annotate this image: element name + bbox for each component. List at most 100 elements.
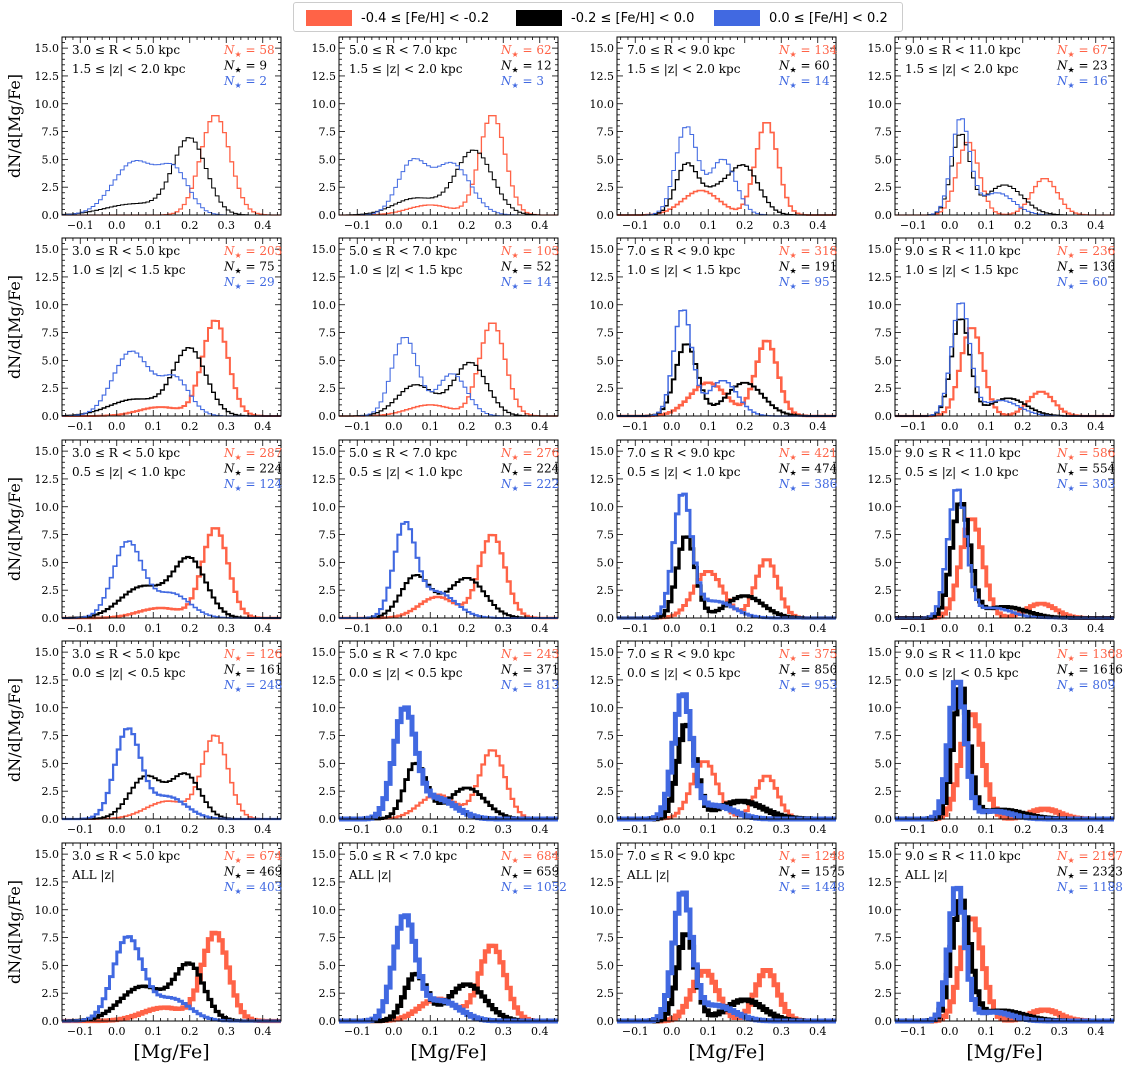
x-tick-label: 0.4: [1087, 622, 1105, 635]
r-bin-label: 3.0 ≤ R < 5.0 kpc: [72, 43, 180, 57]
r-bin-label: 3.0 ≤ R < 5.0 kpc: [72, 244, 180, 258]
x-tick-label: 0.2: [1014, 1025, 1032, 1038]
histogram-panel: −0.1 0.0 0.1 0.2 0.3 0.4 0.0 2.5 5.0 7.5 10.0 12.5 1…: [590, 36, 838, 232]
x-tick-label: 0.0: [663, 1025, 681, 1038]
star-count-blue: N★ = 813: [500, 678, 559, 694]
y-tick-label: 7.5: [875, 529, 893, 542]
histogram-red: [895, 712, 1114, 822]
y-tick-label: 10.0: [868, 98, 893, 111]
star-count-black: N★ = 474: [778, 462, 838, 478]
x-axis-label: [Mg/Fe]: [410, 1041, 486, 1063]
y-tick-label: 10.0: [590, 501, 615, 514]
y-tick-label: 0.0: [42, 612, 60, 625]
z-bin-label: 0.5 ≤ |z| < 1.0 kpc: [72, 465, 186, 479]
x-tick-label: 0.3: [773, 622, 791, 635]
y-tick-label: 0.0: [42, 209, 60, 222]
y-tick-label: 12.5: [590, 473, 615, 486]
x-tick-label: 0.1: [978, 622, 996, 635]
histogram-red: [62, 930, 281, 1024]
x-tick-label: 0.4: [809, 219, 827, 232]
x-tick-label: 0.1: [700, 823, 718, 836]
x-tick-label: −0.1: [622, 1025, 649, 1038]
y-tick-label: 0.0: [875, 410, 893, 423]
y-tick-label: 12.5: [590, 271, 615, 284]
x-tick-label: 0.1: [422, 420, 440, 433]
x-tick-label: 0.3: [218, 622, 236, 635]
y-tick-label: 10.0: [590, 299, 615, 312]
x-tick-label: 0.4: [254, 823, 272, 836]
star-count-red: N★ = 203: [223, 244, 282, 260]
y-axis-label: dN/d[Mg/Fe]: [5, 880, 24, 984]
histogram-blue: [339, 913, 558, 1024]
star-count-blue: N★ = 953: [778, 678, 837, 694]
histogram-black: [895, 502, 1114, 620]
x-tick-label: 0.3: [1051, 622, 1069, 635]
x-tick-label: 0.3: [218, 1025, 236, 1038]
star-count-black: N★ = 52: [500, 260, 552, 276]
star-count-black: N★ = 12: [500, 59, 552, 75]
y-tick-label: 5.0: [597, 354, 615, 367]
y-tick-label: 12.5: [590, 70, 615, 83]
histogram-black: [895, 686, 1114, 822]
star-count-red: N★ = 126: [223, 647, 282, 663]
y-tick-label: 10.0: [868, 904, 893, 917]
x-tick-label: 0.1: [700, 1025, 718, 1038]
y-tick-label: 7.5: [597, 327, 615, 340]
y-tick-label: 5.0: [319, 354, 337, 367]
r-bin-label: 3.0 ≤ R < 5.0 kpc: [72, 647, 180, 661]
y-tick-label: 15.0: [868, 243, 893, 256]
x-tick-label: 0.2: [736, 622, 754, 635]
r-bin-label: 9.0 ≤ R < 11.0 kpc: [905, 244, 1021, 258]
x-tick-label: −0.1: [67, 219, 94, 232]
y-tick-label: 15.0: [312, 243, 337, 256]
x-tick-label: 0.0: [108, 622, 126, 635]
star-count-blue: N★ = 248: [223, 678, 282, 694]
star-count-blue: N★ = 16: [1056, 74, 1108, 90]
histogram-black: [339, 761, 558, 821]
x-tick-label: 0.1: [978, 1025, 996, 1038]
histogram-panel: −0.1 0.0 0.1 0.2 0.3 0.4 0.0 2.5 5.0 7.5 10.0 12.5 1…: [35, 842, 283, 1038]
tick-marks: [339, 640, 558, 820]
r-bin-label: 5.0 ≤ R < 7.0 kpc: [349, 43, 457, 57]
y-tick-label: 0.0: [42, 410, 60, 423]
histogram-blue: [617, 890, 836, 1024]
y-tick-label: 10.0: [312, 501, 337, 514]
histogram-red: [62, 319, 281, 418]
y-tick-label: 12.5: [590, 876, 615, 889]
star-count-blue: N★ = 3: [500, 74, 544, 90]
x-tick-label: −0.1: [344, 1025, 371, 1038]
histogram-panel: −0.1 0.0 0.1 0.2 0.3 0.4 0.0 2.5 5.0 7.5 10.0 12.5 1…: [868, 36, 1115, 232]
x-tick-label: 0.1: [978, 420, 996, 433]
tick-marks: [895, 842, 1114, 1022]
x-tick-label: −0.1: [900, 622, 927, 635]
x-tick-label: −0.1: [344, 823, 371, 836]
x-tick-label: 0.1: [145, 219, 163, 232]
star-count-blue: N★ = 303: [1056, 477, 1115, 493]
y-tick-label: 10.0: [35, 299, 60, 312]
x-tick-label: 0.1: [700, 219, 718, 232]
star-count-black: N★ = 554: [1056, 462, 1116, 478]
x-tick-label: −0.1: [622, 823, 649, 836]
x-tick-label: 0.4: [531, 219, 549, 232]
z-bin-label: 0.0 ≤ |z| < 0.5 kpc: [349, 666, 463, 680]
y-tick-label: 12.5: [35, 271, 60, 284]
histogram-blue: [62, 727, 281, 821]
y-tick-label: 2.5: [597, 382, 615, 395]
r-bin-label: 5.0 ≤ R < 7.0 kpc: [349, 446, 457, 460]
histogram-panel: −0.1 0.0 0.1 0.2 0.3 0.4 0.0 2.5 5.0 7.5 10.0 12.5 1…: [312, 842, 567, 1038]
y-tick-label: 10.0: [312, 904, 337, 917]
x-tick-label: 0.3: [1051, 219, 1069, 232]
tick-marks: [62, 842, 281, 1022]
x-tick-label: −0.1: [67, 622, 94, 635]
histogram-blue: [62, 350, 281, 417]
histogram-panel: −0.1 0.0 0.1 0.2 0.3 0.4 0.0 2.5 5.0 7.5 10.0 12.5 1…: [868, 237, 1115, 433]
histogram-red: [895, 517, 1114, 620]
z-bin-label: 0.5 ≤ |z| < 1.0 kpc: [349, 465, 463, 479]
z-bin-label: 0.5 ≤ |z| < 1.0 kpc: [627, 465, 741, 479]
x-tick-label: 0.2: [1014, 420, 1032, 433]
x-tick-label: 0.1: [145, 823, 163, 836]
x-tick-label: 0.3: [218, 219, 236, 232]
x-tick-label: 0.3: [1051, 823, 1069, 836]
star-count-black: N★ = 469: [223, 865, 282, 881]
x-tick-label: 0.4: [1087, 420, 1105, 433]
